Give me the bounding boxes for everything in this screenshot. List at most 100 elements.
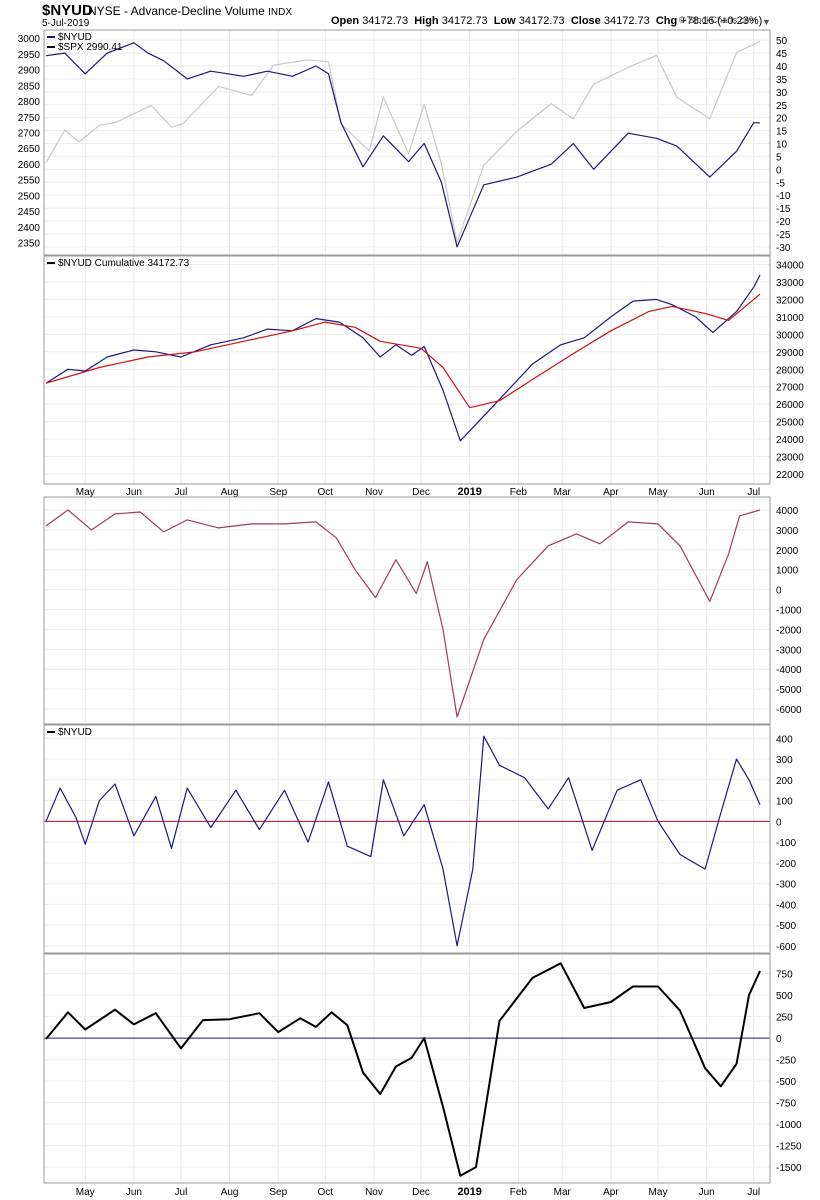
right-tick-label-0-15: -25 (776, 230, 791, 241)
right-tick-label-4-4: -250 (776, 1056, 796, 1067)
right-tick-label-4-0: 750 (776, 970, 793, 981)
left-tick-label-0-13: 2350 (18, 239, 41, 250)
open-value: 34172.73 (362, 15, 409, 27)
month-label-1-2: Jul (175, 1187, 188, 1198)
month-label-1-10: Mar (554, 1187, 572, 1198)
left-tick-label-0-8: 2600 (18, 160, 41, 171)
month-label-0-2: Jul (175, 487, 188, 498)
month-label-0-0: May (76, 487, 95, 498)
left-tick-label-0-5: 2750 (18, 113, 41, 124)
right-tick-label-4-3: 0 (776, 1034, 782, 1045)
right-tick-label-4-6: -750 (776, 1099, 796, 1110)
symbol-title: $NYUD (42, 2, 93, 19)
left-tick-label-0-2: 2900 (18, 66, 41, 77)
right-tick-label-3-3: 100 (776, 797, 793, 808)
right-tick-label-0-0: 50 (776, 36, 788, 47)
legend-label-1-0: $NYUD Cumulative 34172.73 (58, 258, 190, 269)
left-tick-label-0-6: 2700 (18, 128, 41, 139)
month-label-1-4: Sep (269, 1187, 287, 1198)
right-tick-label-2-9: -5000 (776, 685, 802, 696)
month-label-1-11: Apr (603, 1187, 619, 1198)
right-tick-label-2-2: 2000 (776, 546, 799, 557)
right-tick-label-2-4: 0 (776, 586, 782, 597)
month-label-1-0: May (76, 1187, 95, 1198)
right-tick-label-0-14: -20 (776, 217, 791, 228)
right-tick-label-1-3: 31000 (776, 313, 804, 324)
left-tick-label-0-0: 3000 (18, 34, 41, 45)
series-line-1-0 (45, 274, 761, 442)
panel-frame-0 (43, 29, 771, 256)
right-tick-label-3-9: -500 (776, 921, 796, 932)
legend-label-0-1: $SPX 2990.41 (58, 42, 123, 53)
right-tick-label-1-10: 24000 (776, 435, 804, 446)
chart-header: $NYUD NYSE - Advance-Decline Volume INDX… (0, 0, 820, 30)
chg-label: Chg (655, 15, 678, 27)
series-line-4-0 (45, 962, 761, 1177)
month-label-0-13: Jun (699, 487, 715, 498)
month-label-1-5: Oct (318, 1187, 334, 1198)
ohlc-readout: Open 34172.73 High 34172.73 Low 34172.73… (331, 15, 762, 27)
right-tick-label-3-4: 0 (776, 817, 782, 828)
stockcharts-credit: © StockCharts.com (679, 15, 757, 25)
series-line-1-1 (45, 293, 761, 409)
dropdown-triangle-icon[interactable]: ▼ (762, 17, 771, 27)
panel-frame-1 (43, 255, 771, 485)
left-tick-label-0-10: 2500 (18, 191, 41, 202)
right-tick-label-2-5: -1000 (776, 606, 802, 617)
right-tick-label-0-6: 20 (776, 114, 788, 125)
chart-date: 5-Jul-2019 (42, 18, 90, 29)
month-label-0-8: 2019 (457, 486, 481, 498)
right-tick-label-1-12: 22000 (776, 470, 804, 481)
right-tick-label-0-12: -10 (776, 191, 791, 202)
right-tick-label-0-8: 10 (776, 140, 788, 151)
right-tick-label-1-0: 34000 (776, 260, 804, 271)
right-tick-label-0-2: 40 (776, 62, 788, 73)
right-tick-label-2-8: -4000 (776, 665, 802, 676)
right-tick-label-4-9: -1500 (776, 1163, 802, 1174)
right-tick-label-2-10: -6000 (776, 705, 802, 716)
close-label: Close (570, 15, 601, 27)
series-line-0-1 (45, 42, 760, 248)
right-tick-label-2-6: -2000 (776, 625, 802, 636)
legend-label-0-0: $NYUD (58, 32, 92, 43)
month-label-0-1: Jun (126, 487, 142, 498)
right-tick-label-0-5: 25 (776, 101, 788, 112)
right-tick-label-1-5: 29000 (776, 348, 804, 359)
month-label-0-6: Nov (365, 487, 383, 498)
right-tick-label-1-4: 30000 (776, 330, 804, 341)
right-tick-label-0-13: -15 (776, 204, 791, 215)
month-label-1-3: Aug (221, 1187, 239, 1198)
right-tick-label-0-4: 30 (776, 88, 788, 99)
series-line-3-0 (45, 735, 761, 947)
left-tick-label-0-4: 2800 (18, 97, 41, 108)
right-tick-label-3-10: -600 (776, 942, 796, 953)
month-label-0-14: Jul (747, 487, 760, 498)
month-label-1-7: Dec (412, 1187, 430, 1198)
right-tick-label-3-7: -300 (776, 880, 796, 891)
panel-frame-2 (43, 496, 771, 725)
right-tick-label-2-3: 1000 (776, 566, 799, 577)
month-label-0-9: Feb (510, 487, 528, 498)
month-label-0-11: Apr (603, 487, 619, 498)
right-tick-label-1-9: 25000 (776, 418, 804, 429)
month-label-1-6: Nov (365, 1187, 383, 1198)
right-tick-label-0-16: -30 (776, 243, 791, 254)
right-tick-label-1-8: 26000 (776, 400, 804, 411)
panel-frame-3 (43, 724, 771, 954)
left-tick-label-0-9: 2550 (18, 176, 41, 187)
left-tick-label-0-1: 2950 (18, 50, 41, 61)
left-tick-label-0-11: 2450 (18, 207, 41, 218)
right-tick-label-1-2: 32000 (776, 295, 804, 306)
right-tick-label-3-0: 400 (776, 734, 793, 745)
series-line-0-0 (45, 40, 761, 243)
right-tick-label-2-0: 4000 (776, 506, 799, 517)
month-label-1-14: Jul (747, 1187, 760, 1198)
left-tick-label-0-12: 2400 (18, 223, 41, 234)
right-tick-label-3-1: 300 (776, 755, 793, 766)
right-tick-label-2-1: 3000 (776, 526, 799, 537)
month-label-1-9: Feb (510, 1187, 528, 1198)
left-tick-label-0-3: 2850 (18, 81, 41, 92)
month-label-0-10: Mar (554, 487, 572, 498)
right-tick-label-4-7: -1000 (776, 1120, 802, 1131)
